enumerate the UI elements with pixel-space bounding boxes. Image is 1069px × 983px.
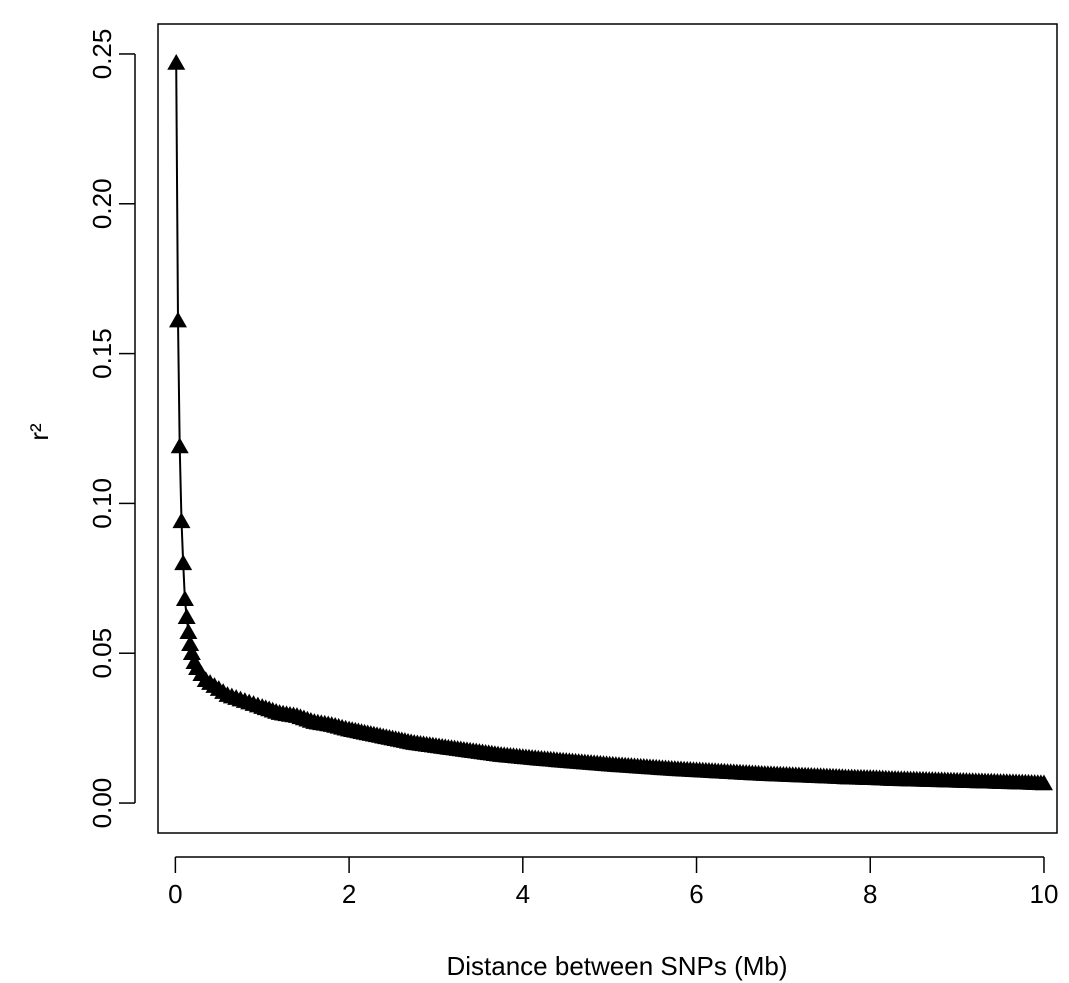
data-point (168, 311, 187, 328)
data-point (1034, 774, 1053, 791)
data-point (175, 590, 194, 607)
data-point (167, 53, 186, 70)
y-tick-label: 0.20 (87, 178, 117, 229)
series-markers (167, 53, 1053, 791)
data-point (177, 608, 196, 625)
y-tick-label: 0.10 (87, 478, 117, 529)
data-point (172, 512, 191, 529)
x-axis-title: Distance between SNPs (Mb) (446, 951, 787, 981)
y-tick-label: 0.00 (87, 778, 117, 829)
x-tick-label: 6 (689, 879, 703, 909)
x-axis: 0 2 4 6 8 10 (168, 856, 1059, 909)
plot-frame (157, 23, 1058, 834)
x-tick-label: 2 (342, 879, 356, 909)
data-point (174, 554, 193, 571)
series-line (175, 62, 1045, 785)
y-axis: 0.00 0.05 0.10 0.15 0.20 0.25 (87, 29, 136, 829)
x-tick-label: 10 (1030, 879, 1059, 909)
x-tick-label: 4 (516, 879, 530, 909)
y-tick-label: 0.25 (87, 29, 117, 80)
data-point (179, 623, 198, 639)
data-point (170, 437, 189, 454)
data-point (182, 644, 201, 660)
y-tick-label: 0.05 (87, 628, 117, 679)
x-tick-label: 0 (168, 879, 182, 909)
data-point (181, 635, 200, 651)
y-axis-title: r² (24, 423, 54, 441)
x-tick-label: 8 (863, 879, 877, 909)
y-tick-label: 0.15 (87, 328, 117, 379)
